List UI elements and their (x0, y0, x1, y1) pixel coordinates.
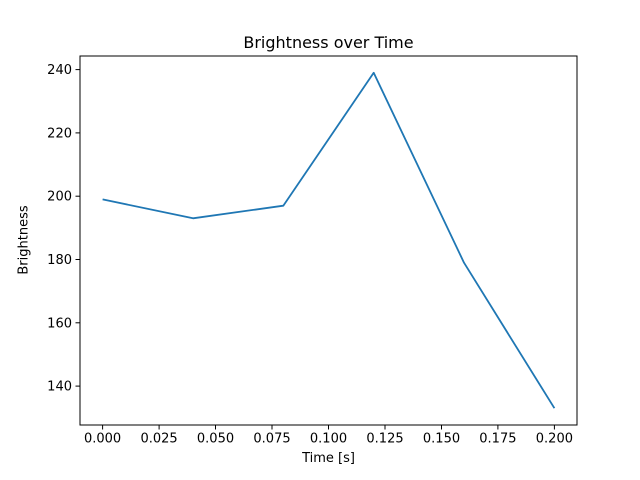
x-tick-label: 0.100 (310, 432, 347, 447)
x-tick-label: 0.125 (366, 432, 403, 447)
plot-border (79, 55, 578, 426)
x-tick-label: 0.175 (479, 432, 516, 447)
y-tick-label: 180 (47, 253, 72, 268)
x-tick-label: 0.200 (536, 432, 573, 447)
y-axis-label: Brightness (16, 205, 32, 275)
y-tick-label: 240 (47, 63, 72, 78)
y-axis: 140 160 180 200 220 240 (47, 63, 80, 395)
x-tick-label: 0.050 (197, 432, 234, 447)
data-line (102, 71, 556, 409)
x-axis: 0.000 0.025 0.050 0.075 0.100 0.125 0.150 0.175… (84, 425, 573, 447)
y-tick-label: 160 (47, 316, 72, 331)
x-tick-label: 0.150 (423, 432, 460, 447)
y-tick-label: 220 (47, 126, 72, 141)
y-tick-label: 200 (47, 190, 72, 205)
x-axis-label: Time [s] (302, 451, 355, 466)
x-tick-label: 0.025 (140, 432, 177, 447)
y-tick-label: 140 (47, 380, 72, 395)
x-tick-label: 0.075 (253, 432, 290, 447)
chart-title: Brightness over Time (243, 33, 414, 52)
x-tick-label: 0.000 (84, 432, 121, 447)
